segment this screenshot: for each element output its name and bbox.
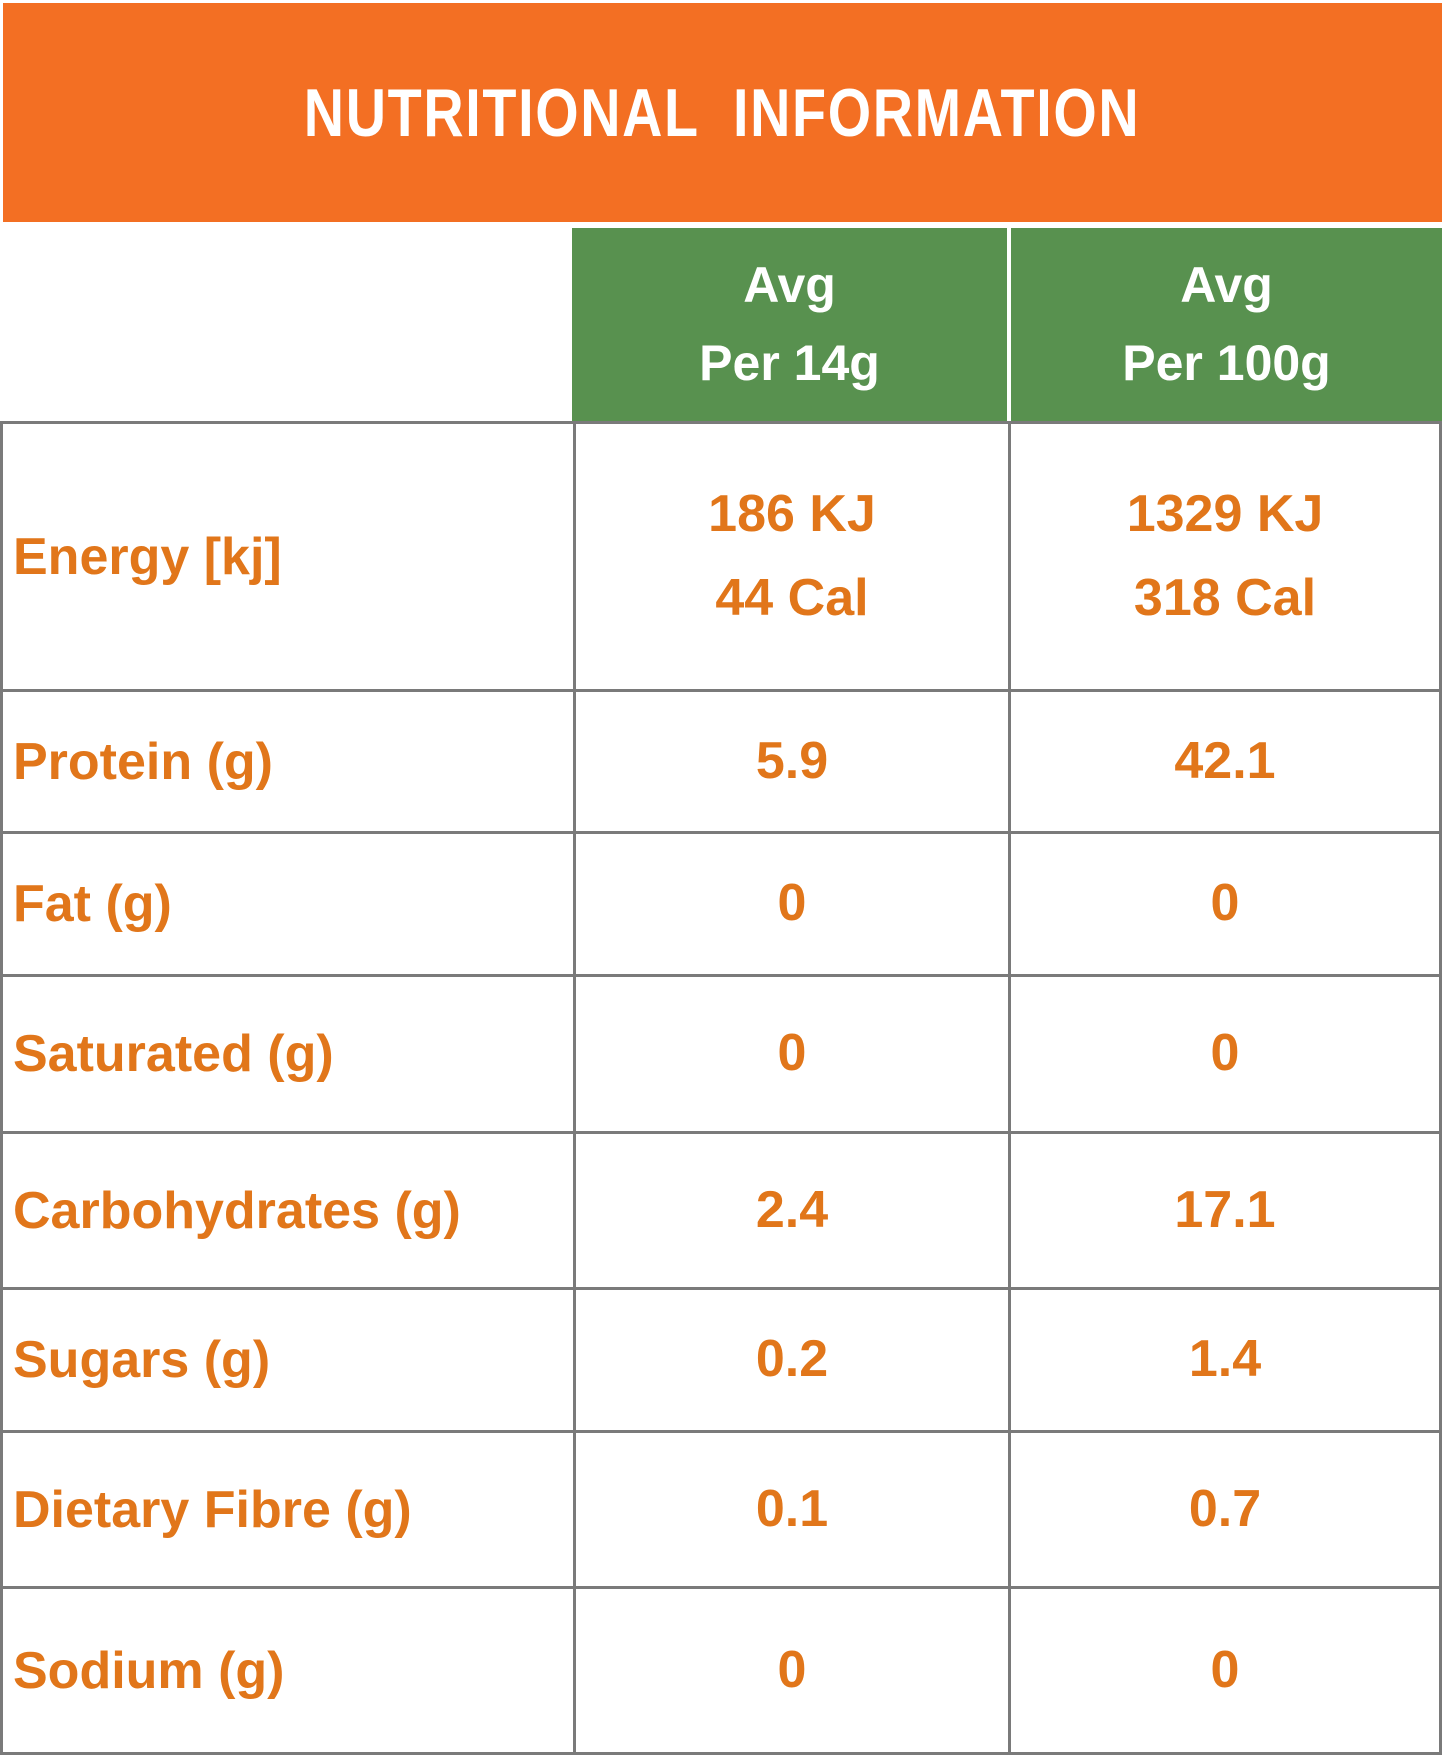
row-label: Sugars (g)	[13, 1331, 271, 1389]
column-header-avg-per-14g: Avg Per 14g	[572, 228, 1007, 421]
value-per-100g: 1329 KJ 318 Cal	[1008, 424, 1439, 689]
table-row-fat: Fat (g) 0 0	[3, 834, 1439, 977]
title-banner: NUTRITIONAL INFORMATION	[3, 3, 1442, 222]
row-label: Carbohydrates (g)	[13, 1181, 461, 1240]
page-title: NUTRITIONAL INFORMATION	[304, 74, 1141, 151]
table-row-sodium: Sodium (g) 0 0	[3, 1589, 1439, 1752]
row-label: Dietary Fibre (g)	[13, 1480, 412, 1539]
column-header-avg-per-100g: Avg Per 100g	[1011, 228, 1442, 421]
row-label: Saturated (g)	[13, 1025, 334, 1083]
column-headers: Avg Per 14g Avg Per 100g	[572, 228, 1442, 421]
value-per-100g: 0.7	[1008, 1433, 1439, 1586]
table-row-sugars: Sugars (g) 0.2 1.4	[3, 1290, 1439, 1433]
table-row-protein: Protein (g) 5.9 42.1	[3, 692, 1439, 834]
value-per-100g: 1.4	[1008, 1290, 1439, 1430]
value-per-14g: 0	[573, 834, 1008, 974]
value-per-14g: 0	[573, 977, 1008, 1131]
value-per-14g: 2.4	[573, 1134, 1008, 1287]
value-per-100g: 17.1	[1008, 1134, 1439, 1287]
value-per-14g: 186 KJ 44 Cal	[573, 424, 1008, 689]
row-label: Fat (g)	[13, 875, 172, 933]
row-label: Sodium (g)	[13, 1641, 285, 1700]
value-per-100g: 0	[1008, 834, 1439, 974]
value-per-14g: 0.2	[573, 1290, 1008, 1430]
value-per-14g: 5.9	[573, 692, 1008, 831]
value-per-100g: 0	[1008, 1589, 1439, 1752]
nutrition-table: Energy [kj] 186 KJ 44 Cal 1329 KJ 318 Ca…	[0, 421, 1442, 1755]
table-row-dietary-fibre: Dietary Fibre (g) 0.1 0.7	[3, 1433, 1439, 1589]
table-row-carbohydrates: Carbohydrates (g) 2.4 17.1	[3, 1134, 1439, 1290]
table-row-energy: Energy [kj] 186 KJ 44 Cal 1329 KJ 318 Ca…	[3, 424, 1439, 692]
column-header-divider	[1007, 228, 1011, 421]
value-per-100g: 0	[1008, 977, 1439, 1131]
table-row-saturated: Saturated (g) 0 0	[3, 977, 1439, 1134]
row-label: Protein (g)	[13, 732, 273, 791]
row-label: Energy [kj]	[13, 527, 282, 586]
value-per-100g: 42.1	[1008, 692, 1439, 831]
value-per-14g: 0	[573, 1589, 1008, 1752]
value-per-14g: 0.1	[573, 1433, 1008, 1586]
